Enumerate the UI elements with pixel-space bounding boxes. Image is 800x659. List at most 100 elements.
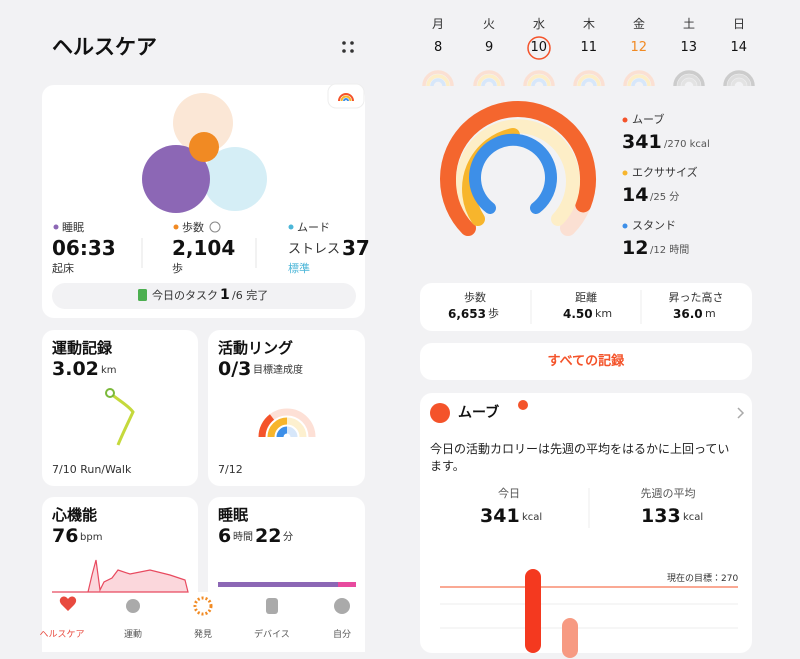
sleep-bubble: [142, 145, 210, 213]
dot: [622, 223, 628, 229]
dot: [288, 224, 294, 230]
info-icon[interactable]: [209, 221, 221, 233]
tab-label[interactable]: 発見: [194, 630, 213, 640]
today-marker: [527, 36, 551, 60]
mini-ring: [477, 74, 501, 87]
stress-bubble: [203, 147, 267, 211]
heart-chart: [52, 559, 189, 593]
dot: [622, 170, 628, 176]
unit: kcal: [522, 512, 543, 523]
badge-arc: [338, 93, 354, 102]
dot: [173, 224, 179, 230]
chart-grid: [440, 603, 738, 629]
date[interactable]: 9: [485, 40, 494, 55]
goal-name: スタンド: [632, 219, 676, 232]
badge-arc: [343, 98, 349, 102]
tab-label[interactable]: 自分: [333, 630, 352, 640]
value: 37: [342, 236, 370, 260]
date[interactable]: 13: [680, 40, 698, 55]
date[interactable]: 8: [434, 40, 443, 55]
week-rings: [422, 70, 755, 87]
mini-ring: [731, 78, 747, 87]
unit: /6 完了: [232, 289, 269, 302]
chevron[interactable]: [737, 407, 745, 419]
label: 7/10 Run/Walk: [52, 463, 132, 476]
menu-icon[interactable]: [342, 41, 354, 53]
tab-icon: [334, 598, 350, 614]
weekday: 金: [633, 17, 646, 31]
date[interactable]: 12: [630, 40, 648, 55]
dot: [622, 117, 628, 123]
page-title: ヘルスケア: [52, 35, 157, 59]
card-title: 活動リング: [218, 339, 294, 357]
unit: kcal: [683, 512, 704, 523]
mood-bubble: [173, 93, 233, 153]
all-records-button[interactable]: [420, 343, 752, 380]
card-title: 心機能: [52, 506, 98, 524]
exercise-card[interactable]: [42, 330, 198, 486]
value: 2,104: [172, 236, 236, 260]
dot: [518, 400, 528, 410]
label: 睡眠: [62, 221, 84, 234]
unit: /270 kcal: [664, 139, 710, 150]
tab-icon: [126, 599, 140, 613]
weekday: 木: [583, 17, 596, 31]
dot: [53, 224, 59, 230]
label: 歩: [172, 262, 183, 275]
stat-label: 昇った高さ: [668, 291, 724, 304]
tab-label[interactable]: 運動: [124, 630, 143, 640]
label: 7/12: [218, 463, 243, 476]
unit: km: [595, 307, 613, 320]
stat-label: 歩数: [464, 291, 486, 304]
card-title: ムーブ: [458, 405, 500, 421]
mini-ring: [727, 74, 751, 87]
mini-ring: [481, 78, 497, 87]
mini-ring: [422, 70, 454, 87]
sleep-bar: [338, 582, 356, 587]
tab-label[interactable]: ヘルスケア: [39, 630, 85, 640]
mini-ring: [631, 78, 647, 87]
task-pill[interactable]: [52, 283, 356, 309]
stats-box: [420, 283, 752, 331]
tab-label[interactable]: デバイス: [254, 630, 290, 640]
label: ムード: [297, 221, 330, 234]
sleep-card[interactable]: [208, 497, 365, 607]
stat-label: 距離: [575, 291, 597, 304]
unit: m: [705, 307, 716, 320]
mini-ring: [623, 70, 655, 87]
tab-icon: [193, 596, 213, 616]
weekday: 火: [483, 17, 496, 31]
tab-bar: [42, 592, 365, 652]
mini-ring: [677, 74, 701, 87]
mini-ring: [681, 78, 697, 87]
goal-label: 現在の目標：270: [667, 574, 739, 584]
label: 今日: [498, 487, 520, 500]
value: 36.0: [673, 307, 703, 321]
value: 12: [622, 237, 649, 259]
mini-ring: [426, 74, 450, 87]
value: 0/3: [218, 358, 252, 380]
route: [109, 391, 135, 446]
value: 1: [220, 287, 230, 303]
card-title: 運動記録: [52, 339, 113, 357]
date[interactable]: 11: [580, 40, 598, 55]
sleep-bar: [218, 582, 338, 587]
mini-ring: [527, 74, 551, 87]
move-card[interactable]: [420, 393, 752, 653]
label: 起床: [52, 262, 74, 275]
card-title: 睡眠: [218, 506, 249, 524]
rings-card[interactable]: [208, 330, 365, 486]
weekday: 月: [432, 17, 445, 31]
value: 76: [52, 525, 79, 547]
label: 先週の平均: [640, 487, 696, 500]
goal-name: ムーブ: [632, 113, 665, 126]
unit: 歩: [488, 307, 499, 320]
tab-icon: [266, 598, 278, 614]
unit: /25 分: [650, 192, 680, 203]
task-icon: [138, 289, 147, 301]
date[interactable]: 14: [730, 40, 748, 55]
bar: [562, 618, 578, 658]
date[interactable]: 10: [530, 40, 548, 55]
